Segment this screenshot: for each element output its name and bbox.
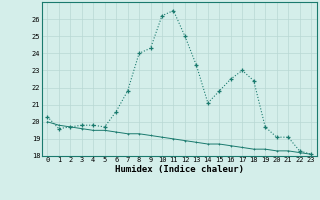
X-axis label: Humidex (Indice chaleur): Humidex (Indice chaleur) xyxy=(115,165,244,174)
